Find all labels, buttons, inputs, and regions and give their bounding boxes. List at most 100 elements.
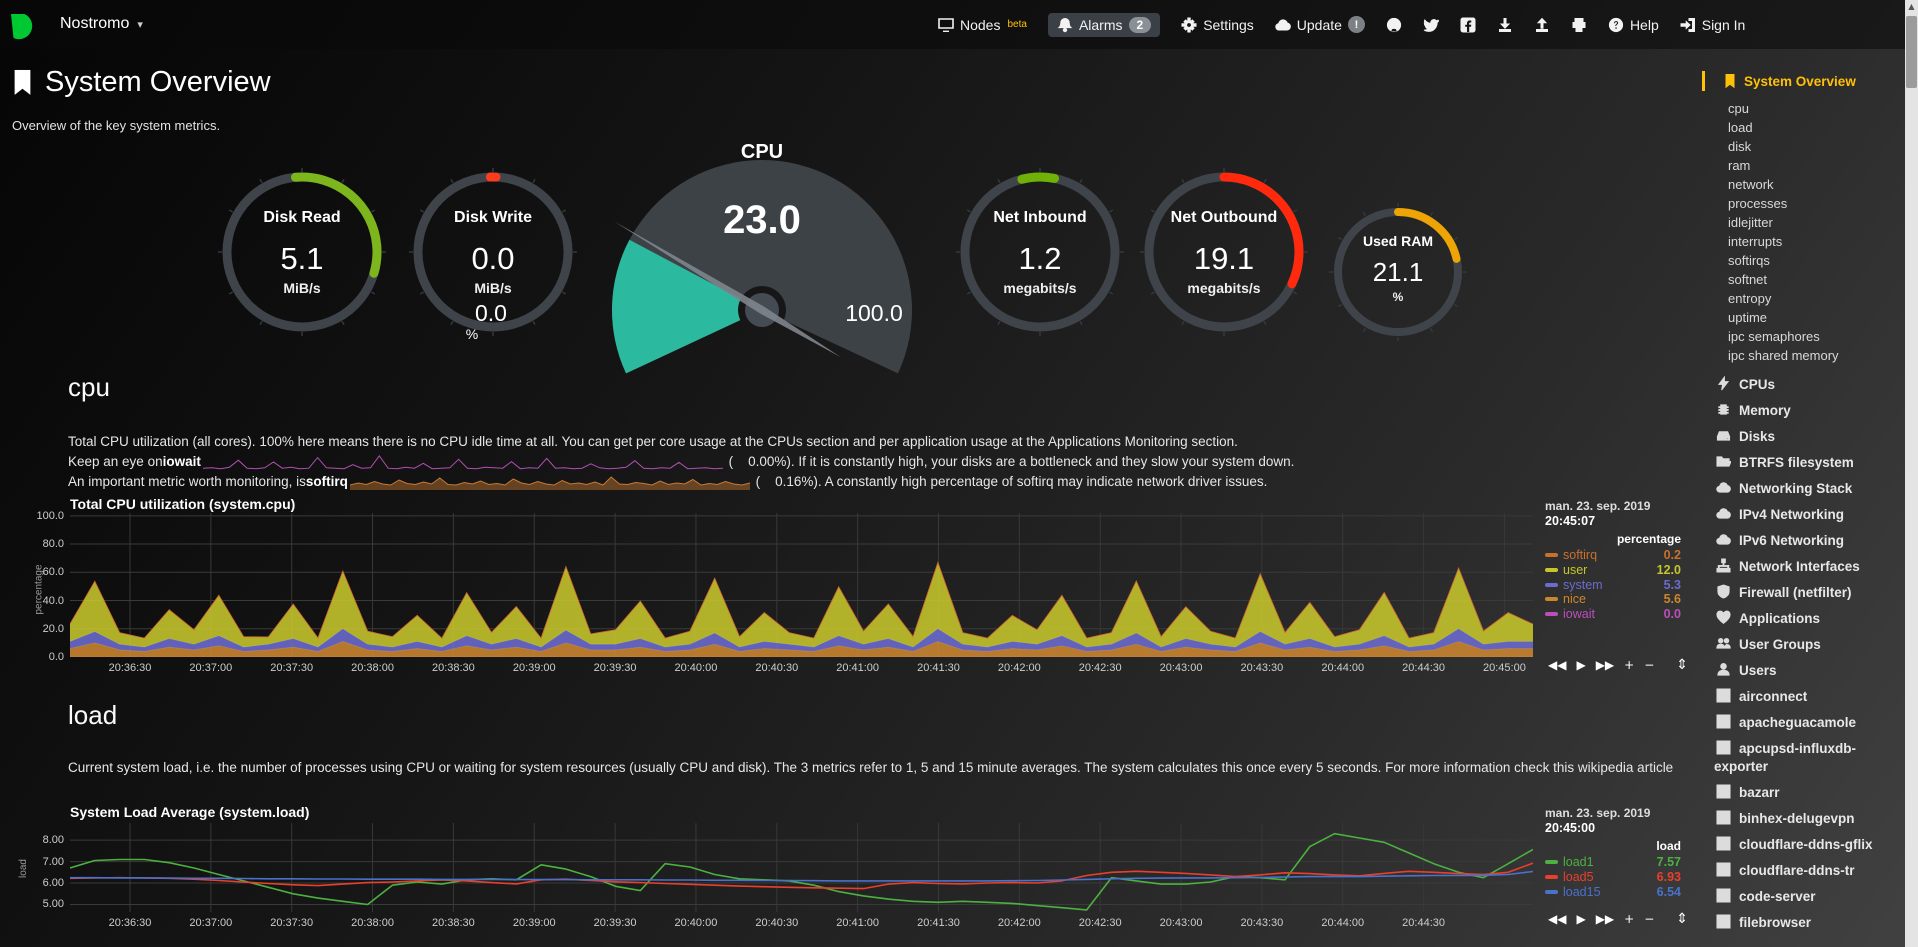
softirq-sparkline[interactable] xyxy=(349,474,750,490)
cpu-gauge-dial[interactable] xyxy=(592,155,932,385)
legend-row-load5[interactable]: load5 6.93 xyxy=(1545,870,1681,885)
legend-row-system[interactable]: system 5.3 xyxy=(1545,577,1681,592)
legend-series-name: load15 xyxy=(1563,884,1601,899)
nodes-button[interactable]: Nodes beta xyxy=(938,17,1027,33)
net-inbound-gauge[interactable]: Net Inbound 1.2 megabits/s xyxy=(955,167,1125,337)
load-average-chart[interactable]: System Load Average (system.load) load m… xyxy=(0,700,1700,947)
cloud-icon xyxy=(1716,480,1731,495)
beta-badge: beta xyxy=(1007,19,1027,30)
sidebar-family-entropy[interactable]: entropy xyxy=(1702,289,1902,308)
y-tick-label: 20.0 xyxy=(42,622,64,635)
zoom-out-button[interactable]: − xyxy=(1644,912,1655,926)
sidebar-family-ipc-semaphores[interactable]: ipc semaphores xyxy=(1702,327,1902,346)
sidebar-family-ram[interactable]: ram xyxy=(1702,156,1902,175)
family-label: interrupts xyxy=(1728,234,1783,249)
legend-row-load15[interactable]: load15 6.54 xyxy=(1545,884,1681,899)
legend-row-nice[interactable]: nice 5.6 xyxy=(1545,592,1681,607)
sidebar-section-users[interactable]: Users xyxy=(1702,658,1902,684)
scrollbar-thumb[interactable] xyxy=(1906,16,1917,88)
sidebar-family-interrupts[interactable]: interrupts xyxy=(1702,232,1902,251)
pan-forward-button[interactable]: ▶▶ xyxy=(1595,658,1615,672)
update-button[interactable]: Update ! xyxy=(1275,16,1365,33)
sidebar-family-cpu[interactable]: cpu xyxy=(1702,99,1902,118)
net-outbound-gauge[interactable]: Net Outbound 19.1 megabits/s xyxy=(1139,167,1309,337)
chart-plot-area[interactable] xyxy=(69,823,1534,917)
twitter-button[interactable] xyxy=(1423,17,1439,33)
resize-handle[interactable]: ⇕ xyxy=(1676,911,1689,927)
sidebar-family-ipc-shared-memory[interactable]: ipc shared memory xyxy=(1702,346,1902,365)
sidebar-section-user-groups[interactable]: User Groups xyxy=(1702,632,1902,658)
zoom-in-button[interactable]: + xyxy=(1624,912,1635,926)
x-tick-label: 20:36:30 xyxy=(108,917,152,929)
resize-handle[interactable]: ⇕ xyxy=(1676,657,1689,673)
sidebar-family-softnet[interactable]: softnet xyxy=(1702,270,1902,289)
disk-read-gauge[interactable]: Disk Read 5.1 MiB/s xyxy=(217,167,387,337)
scroll-up-arrow-icon[interactable]: ▲ xyxy=(1908,2,1915,11)
sidebar-section-memory[interactable]: Memory xyxy=(1702,398,1902,424)
sidebar-family-softirqs[interactable]: softirqs xyxy=(1702,251,1902,270)
print-button[interactable] xyxy=(1571,17,1587,33)
sidebar-section-apacheguacamole[interactable]: apacheguacamole xyxy=(1702,710,1902,736)
sidebar-section-ipv6[interactable]: IPv6 Networking xyxy=(1702,528,1902,554)
y-tick-label: 6.00 xyxy=(42,877,64,890)
pan-forward-button[interactable]: ▶▶ xyxy=(1595,912,1615,926)
sidebar-item-system-overview[interactable]: System Overview xyxy=(1702,70,1902,92)
github-button[interactable] xyxy=(1386,17,1402,33)
sidebar-section-btrfs[interactable]: BTRFS filesystem xyxy=(1702,450,1902,476)
sidebar-family-processes[interactable]: processes xyxy=(1702,194,1902,213)
sidebar-family-uptime[interactable]: uptime xyxy=(1702,308,1902,327)
sidebar-section-bazarr[interactable]: bazarr xyxy=(1702,780,1902,806)
x-tick-label: 20:40:00 xyxy=(674,662,718,674)
sidebar-family-load[interactable]: load xyxy=(1702,118,1902,137)
sidebar-sections-list: CPUs Memory Disks BTRFS filesystem Netwo… xyxy=(1702,372,1902,936)
import-snapshot-button[interactable] xyxy=(1497,17,1513,33)
sidebar-section-cpus[interactable]: CPUs xyxy=(1702,372,1902,398)
facebook-button[interactable] xyxy=(1460,17,1476,33)
hostname-dropdown[interactable]: Nostromo ▾ xyxy=(60,15,143,33)
sidebar-section-applications[interactable]: Applications xyxy=(1702,606,1902,632)
netdata-logo-icon[interactable] xyxy=(9,12,37,40)
x-tick-label: 20:40:00 xyxy=(674,917,718,929)
page-title: System Overview xyxy=(12,66,271,99)
help-button[interactable]: Help xyxy=(1608,17,1659,33)
sidebar-section-code-server[interactable]: code-server xyxy=(1702,884,1902,910)
legend-row-user[interactable]: user 12.0 xyxy=(1545,563,1681,578)
export-snapshot-button[interactable] xyxy=(1534,17,1550,33)
alarms-button[interactable]: Alarms 2 xyxy=(1047,12,1161,37)
sidebar-section-ipv4[interactable]: IPv4 Networking xyxy=(1702,502,1902,528)
legend-row-load1[interactable]: load1 7.57 xyxy=(1545,855,1681,870)
sidebar-section-network-interfaces[interactable]: Network Interfaces xyxy=(1702,554,1902,580)
sidebar-section-networking-stack[interactable]: Networking Stack xyxy=(1702,476,1902,502)
pan-backward-button[interactable]: ◀◀ xyxy=(1548,658,1567,672)
play-button[interactable]: ▶ xyxy=(1576,912,1586,926)
sidebar-section-binhex-delugevpn[interactable]: binhex-delugevpn xyxy=(1702,806,1902,832)
sidebar-section-firewall[interactable]: Firewall (netfilter) xyxy=(1702,580,1902,606)
used-ram-gauge[interactable]: Used RAM 21.1 % xyxy=(1328,202,1468,342)
sidebar-family-idlejitter[interactable]: idlejitter xyxy=(1702,213,1902,232)
sidebar-section-airconnect[interactable]: airconnect xyxy=(1702,684,1902,710)
cpu-utilization-chart[interactable]: Total CPU utilization (system.cpu) perce… xyxy=(0,496,1700,686)
zoom-in-button[interactable]: + xyxy=(1624,658,1635,672)
disk-write-gauge[interactable]: Disk Write 0.0 MiB/s xyxy=(408,167,578,337)
sidebar-section-cloudflare-ddns-tr[interactable]: cloudflare-ddns-tr xyxy=(1702,858,1902,884)
legend-row-softirq[interactable]: softirq 0.2 xyxy=(1545,548,1681,563)
sidebar-section-filebrowser[interactable]: filebrowser xyxy=(1702,910,1902,936)
chart-plot-area[interactable] xyxy=(69,513,1534,662)
sidebar-family-disk[interactable]: disk xyxy=(1702,137,1902,156)
sign-in-button[interactable]: Sign In xyxy=(1680,17,1745,33)
iowait-sparkline[interactable] xyxy=(202,453,723,471)
pan-backward-button[interactable]: ◀◀ xyxy=(1548,912,1567,926)
chart-toolbox: ◀◀ ▶ ▶▶ + − ⇕ xyxy=(1548,657,1688,673)
sidebar-family-network[interactable]: network xyxy=(1702,175,1902,194)
play-button[interactable]: ▶ xyxy=(1576,658,1586,672)
settings-button[interactable]: Settings xyxy=(1181,17,1254,33)
zoom-out-button[interactable]: − xyxy=(1644,658,1655,672)
page-scrollbar[interactable]: ▲ xyxy=(1905,0,1918,947)
cpu-desc-line1: Total CPU utilization (all cores). 100% … xyxy=(68,434,1238,449)
sidebar-section-disks[interactable]: Disks xyxy=(1702,424,1902,450)
legend-series-name: system xyxy=(1563,577,1603,592)
legend-row-iowait[interactable]: iowait 0.0 xyxy=(1545,607,1681,622)
sidebar-section-apcupsd-influxdb-exporter[interactable]: apcupsd-influxdb-exporter xyxy=(1702,736,1902,780)
sidebar-section-cloudflare-ddns-gflix[interactable]: cloudflare-ddns-gflix xyxy=(1702,832,1902,858)
